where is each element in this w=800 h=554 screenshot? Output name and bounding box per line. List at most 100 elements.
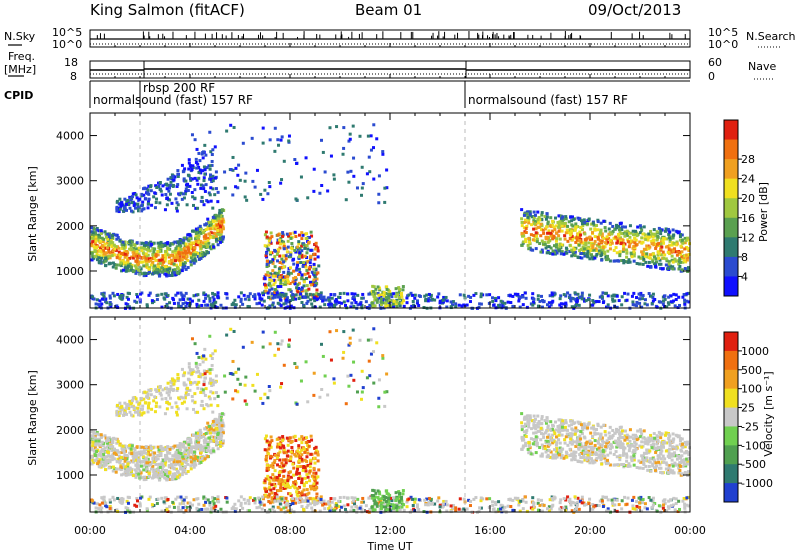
echo-cell bbox=[119, 203, 123, 207]
echo-cell bbox=[645, 235, 649, 239]
echo-cell bbox=[206, 443, 210, 447]
echo-cell bbox=[202, 231, 206, 235]
cpid-segment-label: normalsound (fast) 157 RF bbox=[93, 93, 253, 107]
echo-cell bbox=[200, 195, 204, 199]
echo-cell bbox=[179, 244, 183, 248]
echo-cell bbox=[217, 441, 221, 445]
echo-cell bbox=[312, 497, 316, 501]
echo-cell bbox=[119, 254, 123, 258]
echo-cell bbox=[292, 276, 296, 280]
echo-cell bbox=[176, 376, 180, 380]
echo-cell bbox=[201, 184, 205, 188]
echo-cell bbox=[155, 401, 159, 405]
echo-cell bbox=[563, 221, 567, 225]
echo-cell bbox=[180, 239, 184, 243]
echo-cell bbox=[304, 289, 308, 293]
echo-cell bbox=[179, 191, 183, 195]
echo-cell bbox=[557, 229, 561, 233]
echo-cell bbox=[275, 271, 279, 275]
echo-cell bbox=[147, 197, 151, 201]
echo-cell bbox=[129, 268, 133, 272]
echo-cell bbox=[123, 240, 127, 244]
echo-cell bbox=[333, 305, 337, 309]
echo-cell bbox=[97, 261, 101, 265]
echo-cell bbox=[176, 183, 180, 187]
echo-cell bbox=[263, 487, 267, 491]
echo-cell bbox=[117, 210, 121, 214]
echo-cell bbox=[134, 470, 138, 474]
echo-cell bbox=[149, 467, 153, 471]
echo-cell bbox=[313, 461, 317, 465]
echo-cell bbox=[133, 244, 137, 248]
echo-cell bbox=[540, 239, 544, 243]
echo-cell bbox=[96, 249, 100, 253]
echo-cell bbox=[303, 272, 307, 276]
echo-cell bbox=[398, 304, 402, 308]
echo-cell bbox=[166, 457, 170, 461]
echo-cell bbox=[204, 446, 208, 450]
echo-cell bbox=[525, 305, 529, 309]
echo-cell bbox=[312, 167, 316, 171]
echo-cell bbox=[610, 241, 614, 245]
echo-cell bbox=[588, 257, 592, 261]
echo-cell bbox=[208, 164, 212, 168]
echo-cell bbox=[197, 461, 201, 465]
echo-cell bbox=[97, 439, 101, 443]
echo-cell bbox=[332, 303, 336, 307]
echo-cell bbox=[547, 301, 551, 305]
echo-cell bbox=[125, 263, 129, 267]
echo-cell bbox=[153, 468, 157, 472]
echo-cell bbox=[170, 262, 174, 266]
echo-cell bbox=[286, 272, 290, 276]
echo-cell bbox=[176, 271, 180, 275]
echo-cell bbox=[203, 427, 207, 431]
echo-cell bbox=[575, 301, 579, 305]
echo-cell bbox=[352, 156, 356, 160]
echo-cell bbox=[162, 464, 166, 468]
echo-cell bbox=[155, 197, 159, 201]
echo-cell bbox=[334, 297, 338, 301]
echo-cell bbox=[149, 189, 153, 193]
echo-cell bbox=[149, 463, 153, 467]
echo-cell bbox=[615, 237, 619, 241]
echo-cell bbox=[191, 399, 195, 403]
echo-cell bbox=[266, 192, 270, 196]
echo-cell bbox=[524, 230, 528, 234]
echo-cell bbox=[90, 226, 94, 230]
echo-cell bbox=[153, 451, 157, 455]
echo-cell bbox=[291, 280, 295, 284]
echo-cell bbox=[552, 293, 556, 297]
echo-cell bbox=[542, 231, 546, 235]
echo-cell bbox=[282, 469, 286, 473]
echo-cell bbox=[566, 239, 570, 243]
echo-cell bbox=[122, 209, 126, 213]
echo-cell bbox=[575, 238, 579, 242]
echo-cell bbox=[123, 249, 127, 253]
echo-cell bbox=[123, 444, 127, 448]
echo-cell bbox=[185, 407, 189, 411]
echo-cell bbox=[306, 475, 310, 479]
echo-cell bbox=[635, 300, 639, 304]
echo-cell bbox=[104, 297, 108, 301]
echo-cell bbox=[239, 299, 243, 303]
echo-cell bbox=[281, 231, 285, 235]
echo-cell bbox=[430, 297, 434, 301]
echo-cell bbox=[124, 465, 128, 469]
echo-cell bbox=[215, 429, 219, 433]
echo-cell bbox=[657, 256, 661, 260]
echo-cell bbox=[265, 448, 269, 452]
echo-cell bbox=[121, 244, 125, 248]
echo-cell bbox=[160, 462, 164, 466]
echo-cell bbox=[546, 231, 550, 235]
echo-cell bbox=[529, 248, 533, 252]
echo-cell bbox=[311, 293, 315, 297]
echo-cell bbox=[297, 297, 301, 301]
echo-cell bbox=[209, 177, 213, 181]
echo-cell bbox=[128, 206, 132, 210]
echo-cell bbox=[301, 264, 305, 268]
echo-cell bbox=[208, 193, 212, 197]
echo-cell bbox=[91, 295, 95, 299]
echo-cell bbox=[199, 443, 203, 447]
echo-cell bbox=[615, 251, 619, 255]
echo-cell bbox=[624, 248, 628, 252]
